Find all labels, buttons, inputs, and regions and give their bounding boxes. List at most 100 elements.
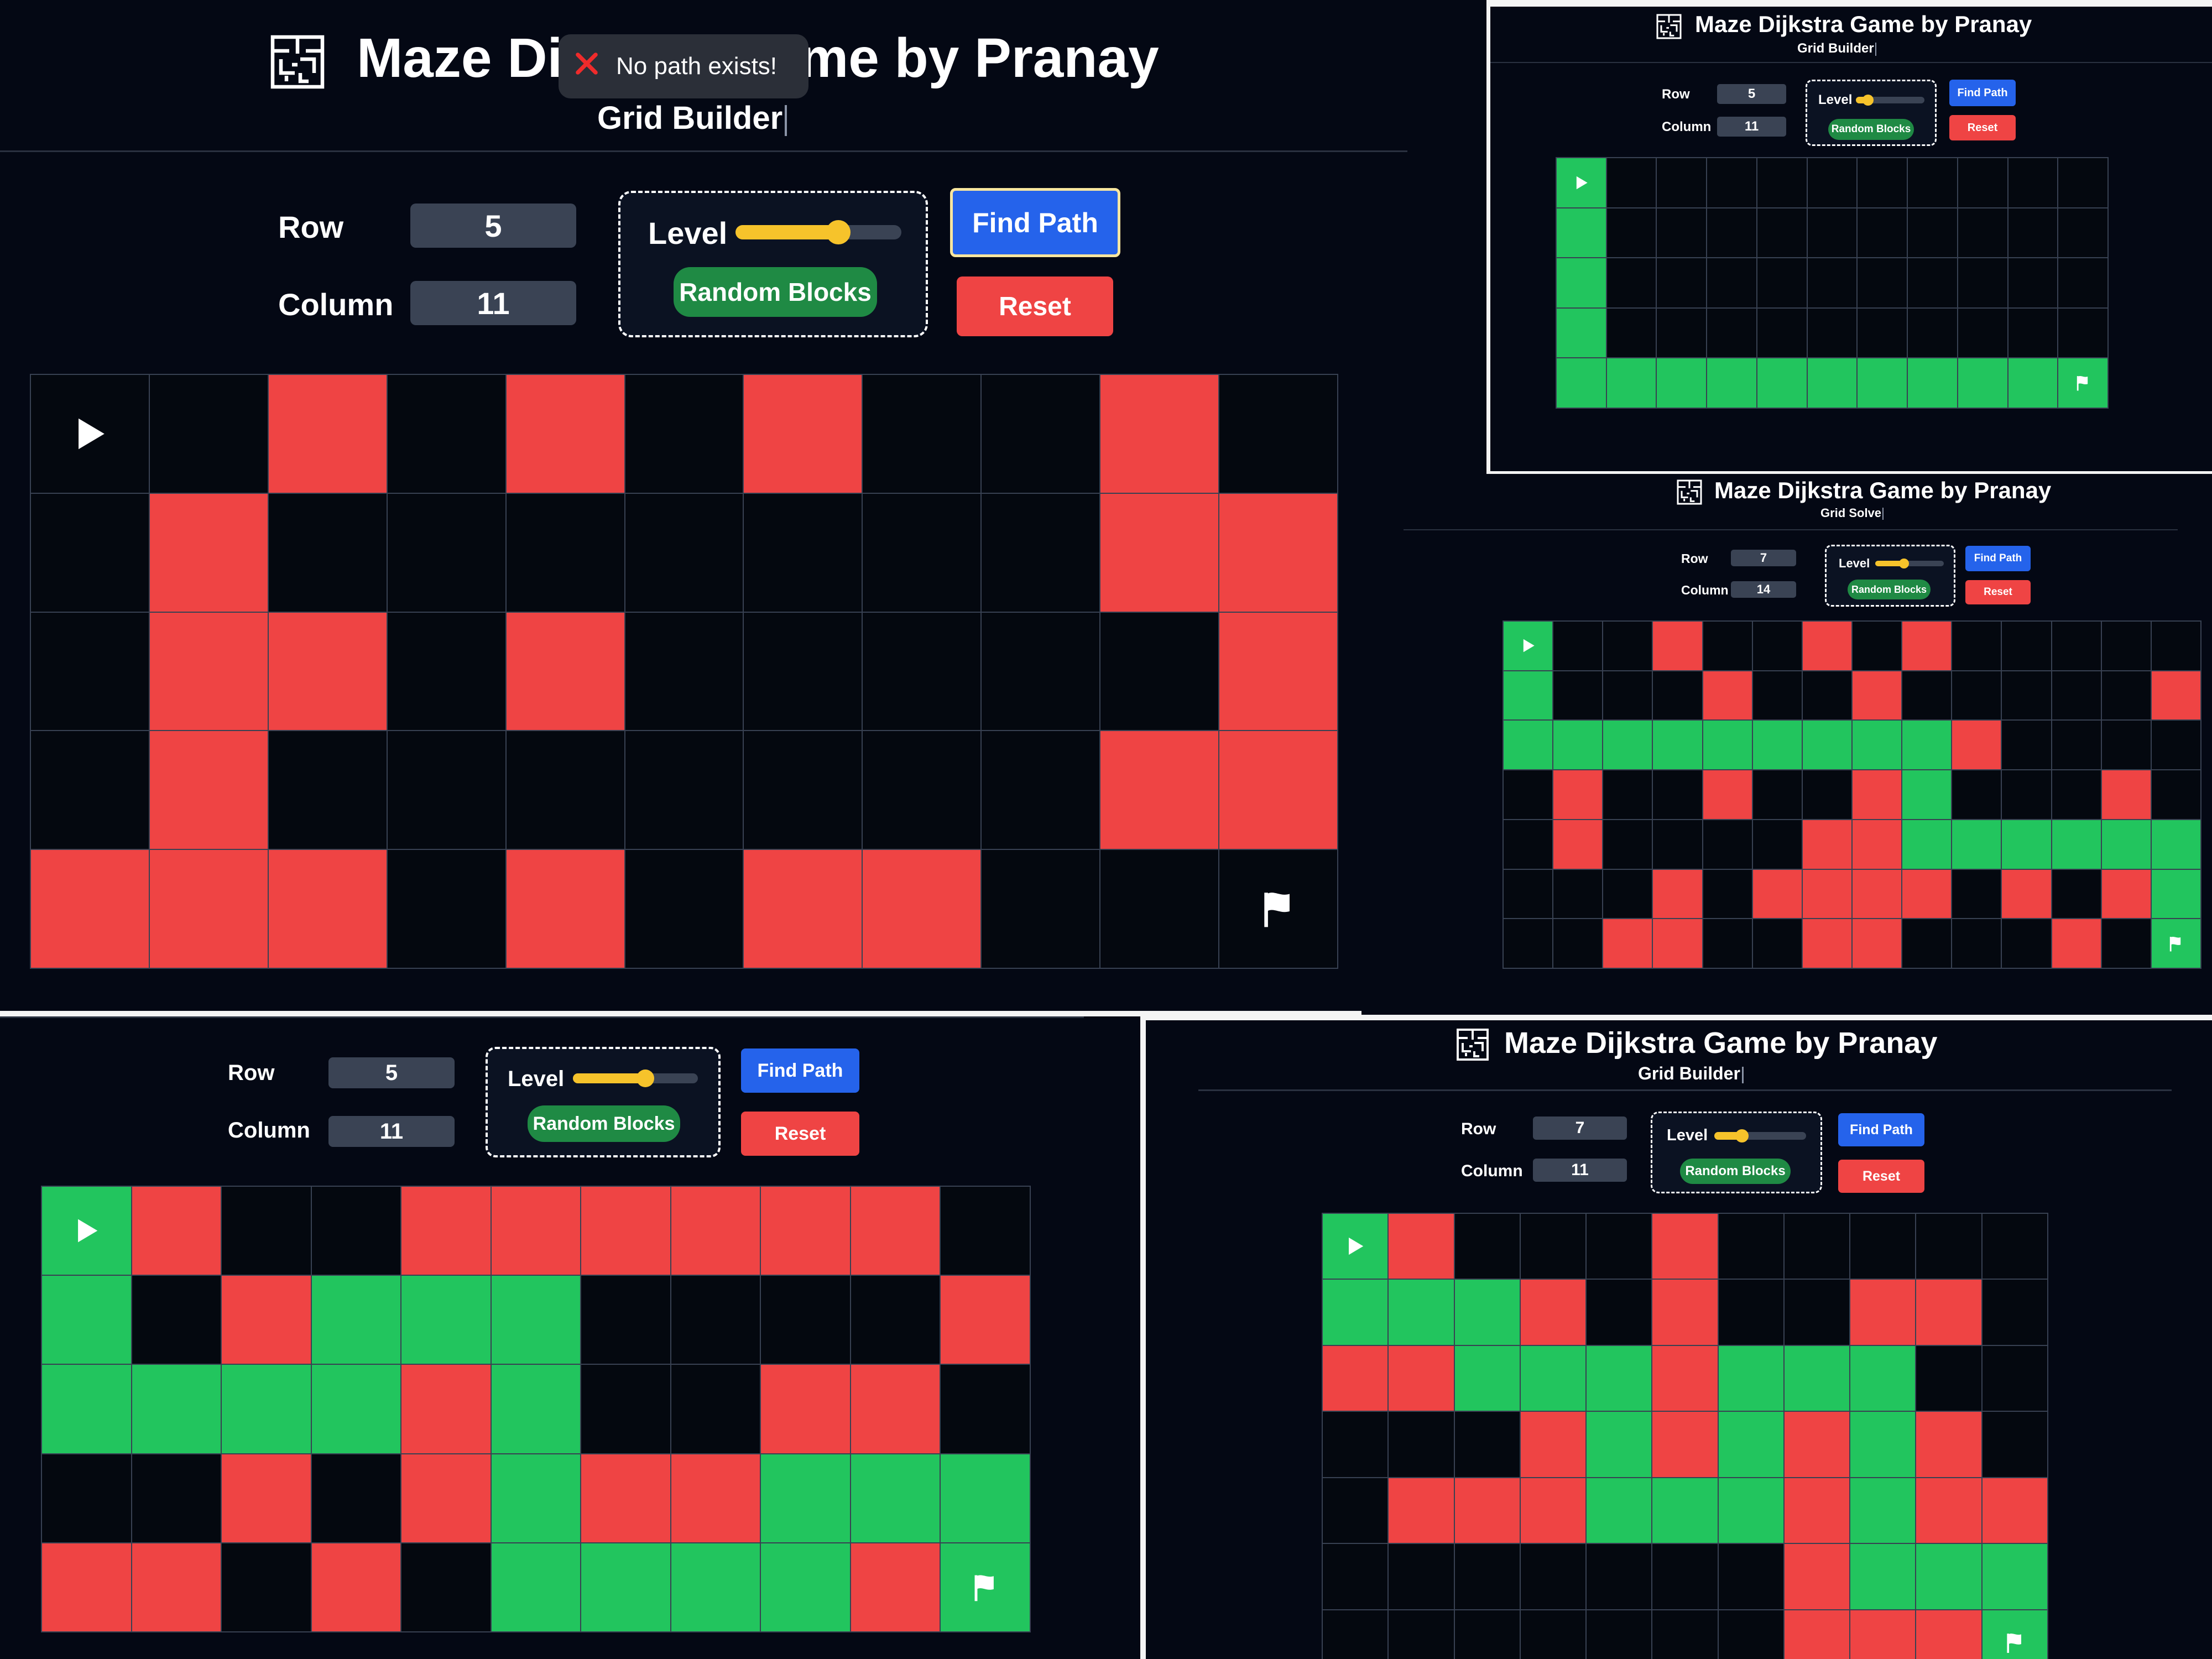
grid-cell-path[interactable] xyxy=(1454,1345,1521,1412)
grid-cell-empty[interactable] xyxy=(581,1276,671,1365)
grid-cell-empty[interactable] xyxy=(1757,208,1808,259)
find-path-button[interactable]: Find Path xyxy=(950,188,1120,257)
grid-cell-wall[interactable] xyxy=(149,850,269,969)
row-input[interactable]: 5 xyxy=(1717,84,1786,104)
grid-cell-empty[interactable] xyxy=(1553,671,1604,721)
grid-cell-empty[interactable] xyxy=(2101,721,2152,771)
grid-cell-wall[interactable] xyxy=(1853,671,1903,721)
grid-cell-empty[interactable] xyxy=(401,1543,492,1632)
grid-cell-empty[interactable] xyxy=(1858,308,1908,359)
grid-cell-empty[interactable] xyxy=(1520,1214,1587,1280)
grid-cell-empty[interactable] xyxy=(1952,869,2002,920)
grid-cell-empty[interactable] xyxy=(625,850,744,969)
random-blocks-button[interactable]: Random Blocks xyxy=(1848,580,1931,599)
grid-cell-wall[interactable] xyxy=(1853,869,1903,920)
grid-cell-path[interactable] xyxy=(491,1543,582,1632)
grid-cell-wall[interactable] xyxy=(1520,1280,1587,1346)
grid-cell-path[interactable] xyxy=(1982,1544,2048,1610)
grid-cell-path[interactable] xyxy=(222,1365,312,1454)
grid-cell-path[interactable] xyxy=(1757,358,1808,409)
grid-cell-empty[interactable] xyxy=(132,1276,222,1365)
random-blocks-button[interactable]: Random Blocks xyxy=(1680,1159,1791,1184)
grid-cell-empty[interactable] xyxy=(1807,258,1858,309)
grid-cell-path[interactable] xyxy=(491,1276,582,1365)
grid-cell-wall[interactable] xyxy=(1454,1478,1521,1545)
grid-cell-empty[interactable] xyxy=(222,1187,312,1276)
grid-cell-path[interactable] xyxy=(1952,820,2002,870)
grid-cell-empty[interactable] xyxy=(1807,158,1858,208)
grid-cell-empty[interactable] xyxy=(1389,1544,1455,1610)
random-blocks-button[interactable]: Random Blocks xyxy=(1828,119,1914,140)
grid-cell-empty[interactable] xyxy=(1958,308,2008,359)
grid-cell-empty[interactable] xyxy=(2151,770,2201,820)
grid-cell-path[interactable] xyxy=(311,1276,402,1365)
grid-cell-empty[interactable] xyxy=(1454,1412,1521,1478)
grid-cell-end[interactable] xyxy=(2058,358,2109,409)
grid-cell-empty[interactable] xyxy=(1908,258,1958,309)
grid-cell-path[interactable] xyxy=(1958,358,2008,409)
grid-cell-wall[interactable] xyxy=(268,850,388,969)
level-slider[interactable] xyxy=(1856,95,1924,106)
grid-cell-end[interactable] xyxy=(941,1543,1031,1632)
grid-cell-empty[interactable] xyxy=(1504,869,1554,920)
grid-cell-empty[interactable] xyxy=(1958,258,2008,309)
grid-cell-empty[interactable] xyxy=(2151,622,2201,671)
grid-cell-empty[interactable] xyxy=(1504,820,1554,870)
grid-cell-wall[interactable] xyxy=(1802,919,1853,969)
grid-cell-empty[interactable] xyxy=(2002,919,2052,969)
grid-cell-wall[interactable] xyxy=(1703,671,1753,721)
grid-cell-path[interactable] xyxy=(1657,358,1708,409)
grid-cell-empty[interactable] xyxy=(982,612,1101,732)
grid-cell-wall[interactable] xyxy=(1784,1412,1851,1478)
grid-cell-path[interactable] xyxy=(1718,1412,1785,1478)
grid-cell-empty[interactable] xyxy=(1916,1214,1983,1280)
grid-cell-wall[interactable] xyxy=(1520,1412,1587,1478)
grid-cell-empty[interactable] xyxy=(1653,671,1703,721)
grid-cell-empty[interactable] xyxy=(31,731,150,851)
grid-cell-empty[interactable] xyxy=(1784,1280,1851,1346)
grid-cell-empty[interactable] xyxy=(31,493,150,613)
grid-cell-wall[interactable] xyxy=(42,1543,132,1632)
grid-cell-wall[interactable] xyxy=(671,1454,761,1543)
grid-cell-empty[interactable] xyxy=(1752,770,1803,820)
grid-cell-empty[interactable] xyxy=(132,1454,222,1543)
grid-cell-path[interactable] xyxy=(2052,820,2102,870)
grid-cell-empty[interactable] xyxy=(1858,158,1908,208)
grid-cell-empty[interactable] xyxy=(1219,375,1338,494)
grid-cell-path[interactable] xyxy=(2151,820,2201,870)
grid-cell-path[interactable] xyxy=(1504,721,1554,771)
grid-cell-wall[interactable] xyxy=(1653,869,1703,920)
grid-cell-empty[interactable] xyxy=(863,493,982,613)
grid-cell-empty[interactable] xyxy=(42,1454,132,1543)
grid-cell-wall[interactable] xyxy=(1853,770,1903,820)
grid-cell-empty[interactable] xyxy=(1802,770,1853,820)
grid-cell-empty[interactable] xyxy=(387,612,507,732)
grid-cell-wall[interactable] xyxy=(1100,493,1220,613)
column-input[interactable]: 11 xyxy=(328,1116,455,1147)
grid-cell-wall[interactable] xyxy=(268,612,388,732)
grid-cell-empty[interactable] xyxy=(2101,671,2152,721)
grid-cell-path[interactable] xyxy=(1850,1478,1917,1545)
grid-cell-empty[interactable] xyxy=(1707,208,1757,259)
level-slider[interactable] xyxy=(573,1070,698,1087)
grid-cell-path[interactable] xyxy=(1389,1280,1455,1346)
grid-cell-wall[interactable] xyxy=(1652,1280,1719,1346)
grid-cell-path[interactable] xyxy=(1858,358,1908,409)
grid-cell-wall[interactable] xyxy=(401,1187,492,1276)
grid-cell-wall[interactable] xyxy=(149,612,269,732)
grid-cell-empty[interactable] xyxy=(1587,1544,1653,1610)
grid-cell-empty[interactable] xyxy=(31,612,150,732)
slider-knob[interactable] xyxy=(1735,1129,1749,1142)
grid-cell-wall[interactable] xyxy=(863,850,982,969)
grid-cell-empty[interactable] xyxy=(1952,770,2002,820)
grid-cell-wall[interactable] xyxy=(1902,869,1953,920)
grid-cell-empty[interactable] xyxy=(1707,258,1757,309)
grid-cell-path[interactable] xyxy=(1587,1478,1653,1545)
grid-cell-empty[interactable] xyxy=(982,850,1101,969)
grid-cell-wall[interactable] xyxy=(1784,1610,1851,1659)
grid-cell-empty[interactable] xyxy=(506,493,625,613)
grid-cell-wall[interactable] xyxy=(1916,1478,1983,1545)
grid-cell-path[interactable] xyxy=(1802,721,1853,771)
grid-cell-wall[interactable] xyxy=(581,1187,671,1276)
grid-cell-empty[interactable] xyxy=(1653,770,1703,820)
